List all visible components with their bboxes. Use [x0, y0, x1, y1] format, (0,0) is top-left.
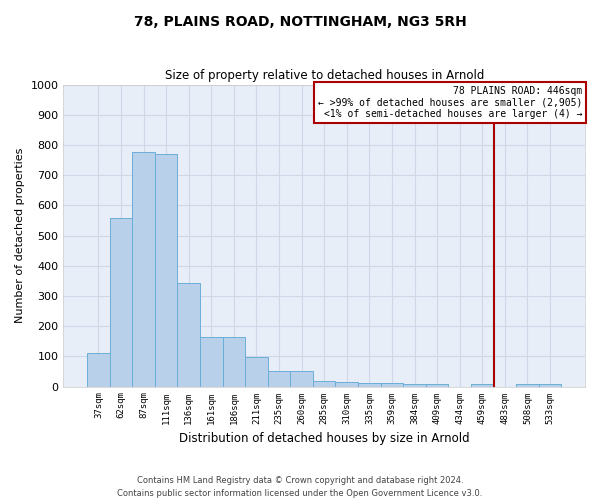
Bar: [358, 382, 380, 386]
Bar: [268, 371, 290, 386]
Bar: [403, 384, 426, 386]
Bar: [539, 384, 561, 386]
Text: 78 PLAINS ROAD: 446sqm
← >99% of detached houses are smaller (2,905)
<1% of semi: 78 PLAINS ROAD: 446sqm ← >99% of detache…: [318, 86, 583, 120]
Bar: [132, 152, 155, 386]
Bar: [516, 384, 539, 386]
Text: Contains HM Land Registry data © Crown copyright and database right 2024.
Contai: Contains HM Land Registry data © Crown c…: [118, 476, 482, 498]
Bar: [380, 382, 403, 386]
Bar: [426, 384, 448, 386]
Y-axis label: Number of detached properties: Number of detached properties: [15, 148, 25, 323]
Bar: [110, 218, 132, 386]
Bar: [223, 336, 245, 386]
Bar: [200, 336, 223, 386]
Bar: [87, 352, 110, 386]
Text: 78, PLAINS ROAD, NOTTINGHAM, NG3 5RH: 78, PLAINS ROAD, NOTTINGHAM, NG3 5RH: [134, 15, 466, 29]
X-axis label: Distribution of detached houses by size in Arnold: Distribution of detached houses by size …: [179, 432, 470, 445]
Bar: [335, 382, 358, 386]
Bar: [313, 381, 335, 386]
Bar: [290, 371, 313, 386]
Bar: [178, 283, 200, 387]
Bar: [245, 357, 268, 386]
Bar: [471, 384, 494, 386]
Bar: [155, 154, 178, 386]
Title: Size of property relative to detached houses in Arnold: Size of property relative to detached ho…: [164, 69, 484, 82]
